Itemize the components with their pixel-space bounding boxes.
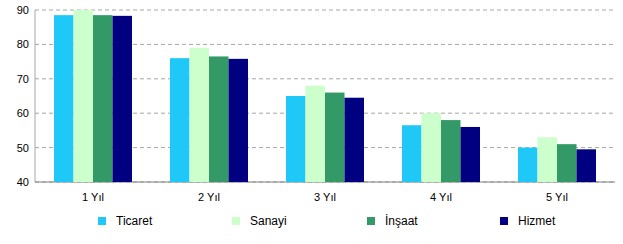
bars xyxy=(54,10,596,182)
bar xyxy=(422,113,442,182)
bar xyxy=(557,144,577,182)
bar xyxy=(402,125,422,182)
y-tick-label: 80 xyxy=(17,38,29,50)
bar xyxy=(441,120,461,182)
bar xyxy=(113,16,133,182)
legend-label: İnşaat xyxy=(385,214,418,228)
y-tick-label: 70 xyxy=(17,73,29,85)
legend-label: Hizmet xyxy=(518,214,556,228)
chart-container: 40 50 60 70 80 90 1 Yıl 2 Yıl 3 Yıl 4 Yıl 5 Yıl Tic… xyxy=(0,0,623,244)
bar xyxy=(93,15,113,182)
x-tick-label: 1 Yıl xyxy=(82,191,104,203)
legend-swatch xyxy=(500,217,508,225)
bar xyxy=(577,149,597,182)
bar xyxy=(345,98,365,182)
chart-svg: 40 50 60 70 80 90 1 Yıl 2 Yıl 3 Yıl 4 Yıl 5 Yıl Tic… xyxy=(0,0,623,244)
bar xyxy=(74,10,94,182)
bar xyxy=(306,86,326,182)
bar xyxy=(170,58,190,182)
bar xyxy=(538,137,558,182)
bar xyxy=(325,93,345,182)
bar xyxy=(286,96,306,182)
x-tick-label: 2 Yıl xyxy=(198,191,220,203)
x-tick-label: 4 Yıl xyxy=(430,191,452,203)
x-tick-label: 5 Yıl xyxy=(546,191,568,203)
legend-swatch xyxy=(232,217,240,225)
y-tick-label: 40 xyxy=(17,176,29,188)
legend-swatch xyxy=(98,217,106,225)
bar xyxy=(229,59,249,182)
grid-line xyxy=(35,10,615,11)
bar xyxy=(518,148,538,182)
y-tick-label: 60 xyxy=(17,107,29,119)
bar xyxy=(190,48,210,182)
bar xyxy=(209,56,229,182)
y-tick-label: 50 xyxy=(17,142,29,154)
legend-label: Sanayi xyxy=(250,214,287,228)
x-tick-label: 3 Yıl xyxy=(314,191,336,203)
y-tick-label: 90 xyxy=(17,4,29,16)
y-axis-line xyxy=(35,10,36,182)
legend-label: Ticaret xyxy=(116,214,153,228)
bar xyxy=(54,15,74,182)
legend-swatch xyxy=(367,217,375,225)
bar xyxy=(461,127,481,182)
